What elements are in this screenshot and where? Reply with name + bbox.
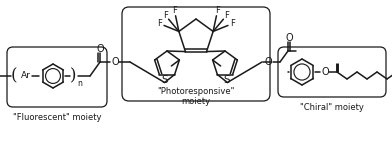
Text: ): ) [70, 68, 76, 84]
Text: F: F [230, 19, 235, 28]
Text: "Fluorescent" moiety: "Fluorescent" moiety [13, 113, 101, 122]
Text: O: O [285, 33, 293, 43]
Text: O: O [321, 67, 329, 77]
Text: "Photoresponsive"
moiety: "Photoresponsive" moiety [157, 87, 235, 106]
Text: F: F [224, 11, 229, 20]
Text: n: n [78, 79, 82, 87]
Text: S: S [224, 75, 230, 85]
Text: "Chiral" moiety: "Chiral" moiety [300, 103, 364, 112]
Text: F: F [215, 6, 220, 15]
Text: O: O [264, 57, 272, 67]
Text: S: S [162, 75, 168, 85]
Text: F: F [172, 6, 177, 15]
Text: F: F [163, 11, 168, 20]
Text: O: O [96, 44, 104, 54]
Text: Ar: Ar [21, 72, 31, 80]
Text: F: F [157, 19, 162, 28]
Text: O: O [111, 57, 119, 67]
Text: (: ( [11, 68, 17, 84]
